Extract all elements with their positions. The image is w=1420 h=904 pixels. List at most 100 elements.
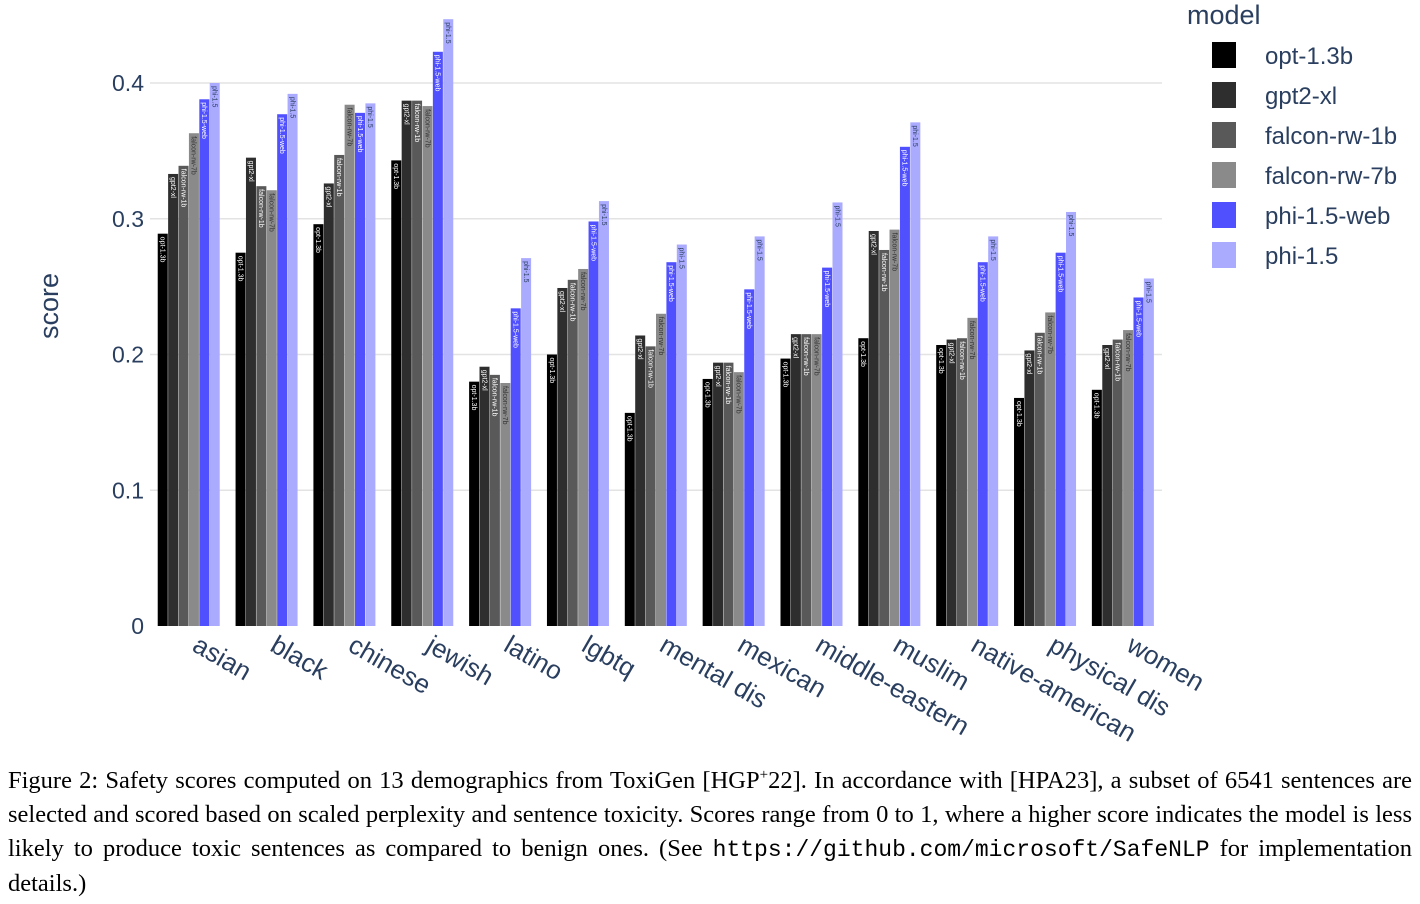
legend-item[interactable]: falcon-rw-1b: [1212, 122, 1397, 150]
bar-label: phi-1.5-web: [823, 271, 830, 308]
bar-label: opt-1.3b: [548, 358, 555, 384]
bar: [624, 412, 635, 626]
x-tick-label: latino: [499, 629, 568, 686]
chart-area: 0 0.1 0.2 0.3 0.4 score opt-1.3b gpt2-xl falco…: [34, 0, 1397, 748]
caption-text-3: for implementation details.): [8, 835, 1412, 897]
bar-label: phi-1.5-web: [745, 292, 752, 329]
bar: [479, 366, 490, 626]
legend-item[interactable]: falcon-rw-7b: [1212, 162, 1397, 190]
legend-label: phi-1.5-web: [1265, 203, 1390, 230]
bar: [868, 230, 879, 626]
bar-label: opt-1.3b: [859, 341, 866, 367]
caption-text-1: Figure 2: Safety scores computed on 13 d…: [8, 767, 760, 794]
bar-label: phi-1.5: [522, 261, 529, 283]
x-tick-label: chinese: [344, 629, 437, 700]
bar: [168, 173, 179, 626]
bar-label: gpt2-xl: [1025, 353, 1032, 374]
legend-item[interactable]: gpt2-xl: [1212, 82, 1337, 110]
bar: [889, 229, 900, 627]
bar: [355, 112, 366, 627]
bar-label: falcon-rw-7b: [423, 109, 430, 148]
bar: [858, 338, 869, 626]
bar: [702, 378, 713, 626]
legend-label: gpt2-xl: [1265, 83, 1337, 110]
bar-label: falcon-rw-1b: [491, 378, 498, 417]
bar-label: falcon-rw-1b: [179, 169, 186, 208]
legend-label: opt-1.3b: [1265, 43, 1353, 70]
bar: [1143, 278, 1154, 626]
bar: [790, 334, 801, 626]
bar-label: opt-1.3b: [314, 227, 321, 253]
bar-label: falcon-rw-1b: [335, 158, 342, 197]
bar-label: phi-1.5-web: [901, 150, 908, 187]
bar: [365, 103, 376, 627]
bar: [910, 122, 921, 627]
bar-label: phi-1.5: [1067, 215, 1074, 237]
bar: [266, 190, 277, 626]
bar: [956, 338, 967, 626]
bar-label: opt-1.3b: [159, 237, 166, 263]
bar: [510, 308, 521, 626]
y-axis-title: score: [34, 273, 64, 339]
legend-label: falcon-rw-7b: [1265, 163, 1397, 190]
bar: [656, 313, 666, 626]
bar-label: falcon-rw-7b: [190, 136, 197, 175]
legend-item[interactable]: opt-1.3b: [1212, 42, 1353, 70]
legend-title: model: [1187, 0, 1261, 30]
bar-label: falcon-rw-1b: [880, 253, 887, 292]
bar: [1034, 332, 1045, 626]
x-tick-label: black: [266, 629, 334, 686]
bar-label: opt-1.3b: [937, 348, 944, 374]
bar: [235, 252, 246, 626]
bar-label: phi-1.5: [600, 204, 607, 226]
bar: [1112, 339, 1123, 626]
bar-label: phi-1.5-web: [1134, 300, 1141, 337]
bar-label: opt-1.3b: [703, 382, 710, 408]
bar-label: phi-1.5: [1145, 281, 1152, 303]
caption-text-2: 22]. In accordance with [HPA23], a subse…: [8, 767, 1412, 862]
bar-label: gpt2-xl: [870, 234, 877, 255]
caption-url[interactable]: https://github.com/microsoft/SafeNLP: [712, 837, 1210, 863]
bar-label: opt-1.3b: [236, 256, 243, 282]
bar: [1102, 344, 1113, 626]
bar-label: phi-1.5: [911, 125, 918, 147]
bar-label: falcon-rw-7b: [345, 108, 352, 147]
bar: [1091, 389, 1102, 626]
bar: [801, 334, 812, 626]
bar: [936, 344, 947, 626]
legend-item[interactable]: phi-1.5: [1212, 242, 1338, 270]
bar: [178, 165, 189, 626]
bar-label: phi-1.5: [366, 106, 373, 128]
bar-label: phi-1.5-web: [667, 265, 674, 302]
bar-label: gpt2-xl: [947, 343, 954, 364]
legend-swatch: [1212, 82, 1236, 108]
bar: [832, 202, 843, 626]
bar: [598, 201, 609, 627]
bar: [443, 19, 454, 626]
bar: [469, 381, 480, 626]
bar: [209, 83, 220, 626]
bar-label: gpt2-xl: [169, 177, 176, 198]
bar-label: opt-1.3b: [1093, 393, 1100, 419]
bar-label: phi-1.5-web: [589, 224, 596, 261]
bar: [567, 279, 578, 626]
bar-label: gpt2-xl: [636, 338, 643, 359]
bar: [946, 339, 957, 626]
bar-label: falcon-rw-7b: [968, 321, 975, 360]
y-axis-ticks: 0 0.1 0.2 0.3 0.4: [112, 70, 144, 639]
bar: [754, 236, 765, 626]
legend-item[interactable]: phi-1.5-web: [1212, 202, 1390, 230]
figure-caption: Figure 2: Safety scores computed on 13 d…: [8, 764, 1412, 901]
y-tick-label: 0.2: [112, 342, 144, 368]
bar: [1066, 211, 1077, 626]
bar: [780, 358, 791, 626]
bar: [1055, 252, 1066, 626]
bar: [645, 346, 656, 626]
bar: [287, 93, 298, 627]
bar: [899, 146, 910, 627]
bar: [1014, 397, 1025, 626]
bar-label: falcon-rw-1b: [958, 341, 965, 380]
caption-superscript: +: [759, 766, 769, 783]
